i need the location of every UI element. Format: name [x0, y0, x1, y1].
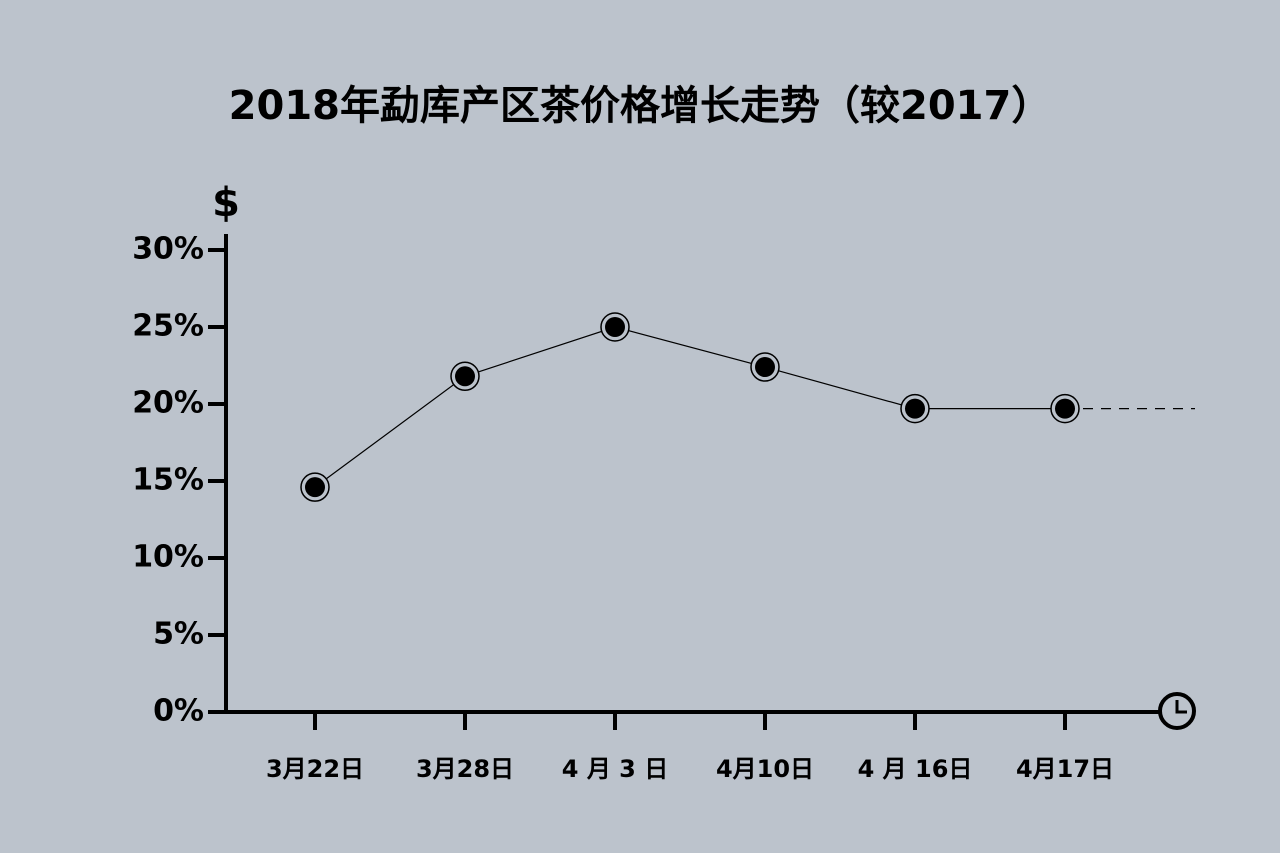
x-tick-label: 3月22日: [266, 755, 364, 783]
x-tick-label: 4月10日: [716, 755, 814, 783]
y-tick-label: 20%: [132, 386, 204, 421]
marker: [455, 366, 475, 387]
x-tick-label: 4 月 16日: [858, 755, 973, 783]
marker: [305, 477, 325, 498]
y-tick-label: 30%: [132, 232, 204, 267]
marker: [905, 398, 925, 419]
clock-icon: [1158, 692, 1196, 730]
y-tick-label: 5%: [153, 617, 204, 652]
y-tick-label: 15%: [132, 463, 204, 498]
marker: [605, 317, 625, 337]
marker: [755, 357, 775, 378]
y-tick-label: 25%: [132, 309, 204, 344]
x-tick-label: 3月28日: [416, 755, 514, 783]
marker: [1055, 398, 1075, 419]
line: [314, 326, 1065, 488]
y-axis-label: $: [212, 180, 240, 226]
y-tick-label: 0%: [153, 694, 204, 729]
y-tick-label: 10%: [132, 540, 204, 575]
chart-title: 2018年勐库产区茶价格增长走势（较2017）: [229, 83, 1052, 129]
x-tick-label: 4 月 3 日: [562, 755, 668, 783]
x-tick-label: 4月17日: [1016, 755, 1114, 783]
